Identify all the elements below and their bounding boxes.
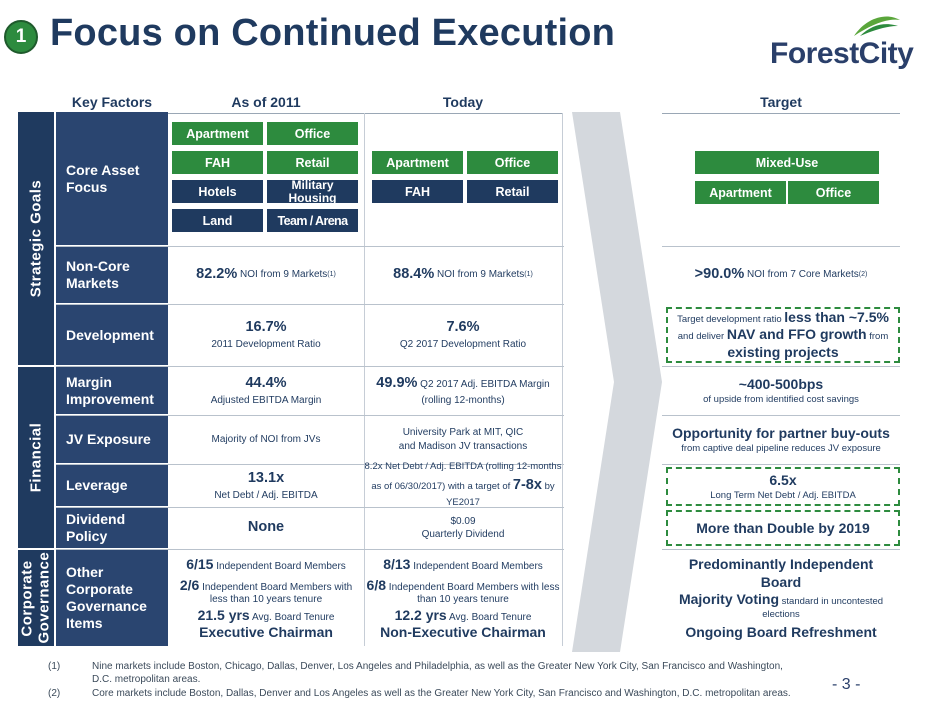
asset-tile: Apartment xyxy=(371,150,464,175)
jv-target: Opportunity for partner buy-outs from ca… xyxy=(672,424,890,454)
footnote-text: Nine markets include Boston, Chicago, Da… xyxy=(92,661,783,685)
logo-leaf-icon xyxy=(854,16,900,36)
column-divider xyxy=(364,113,365,646)
header-divider-target xyxy=(662,113,900,114)
logo-wordmark: ForestCity xyxy=(770,37,914,70)
governance-2011: 6/15 Independent Board Members 2/6 Indep… xyxy=(179,556,353,641)
page-title: Focus on Continued Execution xyxy=(50,12,616,54)
row-dividend-policy: Dividend Policy xyxy=(56,508,168,548)
row-core-asset-focus: Core Asset Focus xyxy=(56,112,168,245)
asset-tile: Office xyxy=(787,180,880,205)
row-jv-exposure: JV Exposure xyxy=(56,416,168,463)
row-development: Development xyxy=(56,305,168,365)
asset-tile-mixed-use: Mixed-Use xyxy=(694,150,880,175)
row-divider xyxy=(662,464,900,465)
asset-tile: Military Housing xyxy=(266,179,359,204)
asset-tile: Retail xyxy=(466,179,559,204)
jv-2011: Majority of NOI from JVs xyxy=(211,433,321,445)
header-target: Target xyxy=(760,94,802,110)
asset-tile: Land xyxy=(171,208,264,233)
margin-target: ~400-500bps of upside from identified co… xyxy=(703,375,859,405)
asset-tile: Team / Arena xyxy=(266,208,359,233)
forestcity-logo: ForestCity xyxy=(760,14,914,70)
asset-tile: FAH xyxy=(171,150,264,175)
governance-target: Predominantly Independent Board Majority… xyxy=(678,556,884,641)
governance-today: 8/13 Independent Board Members 6/8 Indep… xyxy=(366,556,560,641)
jv-today: University Park at MIT, QIC and Madison … xyxy=(398,427,528,452)
asset-tile: Retail xyxy=(266,150,359,175)
asset-tile: Apartment xyxy=(171,121,264,146)
row-divider xyxy=(56,507,564,508)
asset-tile: Apartment xyxy=(694,180,787,205)
row-divider xyxy=(662,549,900,550)
row-margin-improvement: Margin Improvement xyxy=(56,367,168,414)
header-key-factors: Key Factors xyxy=(71,94,153,110)
row-divider xyxy=(56,366,564,367)
row-divider xyxy=(662,246,900,247)
asset-tile: FAH xyxy=(371,179,464,204)
leverage-2011: 13.1x Net Debt / Adj. EBITDA xyxy=(214,469,318,501)
margin-today: 49.9% Q2 2017 Adj. EBITDA Margin (rollin… xyxy=(376,374,550,406)
asset-tile: Office xyxy=(466,150,559,175)
development-today: 7.6% Q2 2017 Development Ratio xyxy=(399,319,527,351)
row-divider xyxy=(56,415,564,416)
row-divider xyxy=(56,304,564,305)
development-2011: 16.7% 2011 Development Ratio xyxy=(211,319,321,351)
row-divider xyxy=(56,464,564,465)
page-number: - 3 - xyxy=(832,676,861,693)
footnote-number: (2) xyxy=(48,688,61,699)
section-corporate-governance: Corporate Governance xyxy=(18,550,54,646)
leverage-today: 8.2x Net Debt / Adj. EBITDA (rolling 12-… xyxy=(364,461,562,509)
row-divider xyxy=(56,246,564,247)
progress-arrow xyxy=(572,112,662,652)
asset-tile: Office xyxy=(266,121,359,146)
row-divider xyxy=(662,415,900,416)
column-divider xyxy=(562,113,563,646)
row-non-core-markets: Non-Core Markets xyxy=(56,247,168,303)
dividend-today: $0.09 Quarterly Dividend xyxy=(421,515,505,541)
row-leverage: Leverage xyxy=(56,465,168,506)
row-divider xyxy=(56,549,564,550)
footnote-text: Core markets include Boston, Dallas, Den… xyxy=(92,688,791,699)
header-as-of-2011: As of 2011 xyxy=(231,94,301,110)
noncore-target: >90.0% NOI from 7 Core Markets (2) xyxy=(694,266,868,283)
asset-tile: Hotels xyxy=(171,179,264,204)
footnote-number: (1) xyxy=(48,661,61,672)
development-target: Target development ratio less than ~7.5%… xyxy=(666,307,900,363)
section-financial: Financial xyxy=(18,367,54,548)
margin-2011: 44.4% Adjusted EBITDA Margin xyxy=(210,374,322,406)
row-governance: Other Corporate Governance Items xyxy=(56,550,168,646)
row-divider xyxy=(662,366,900,367)
section-strategic-goals: Strategic Goals xyxy=(18,112,54,365)
header-today: Today xyxy=(442,94,484,110)
leverage-target: 6.5x Long Term Net Debt / Adj. EBITDA xyxy=(666,467,900,506)
section-number-badge: 1 xyxy=(4,20,38,54)
noncore-2011: 82.2% NOI from 9 Markets (1) xyxy=(196,266,336,283)
dividend-2011: None xyxy=(247,519,285,536)
dividend-target: More than Double by 2019 xyxy=(666,510,900,546)
noncore-today: 88.4% NOI from 9 Markets (1) xyxy=(393,266,533,283)
header-divider xyxy=(56,113,562,114)
